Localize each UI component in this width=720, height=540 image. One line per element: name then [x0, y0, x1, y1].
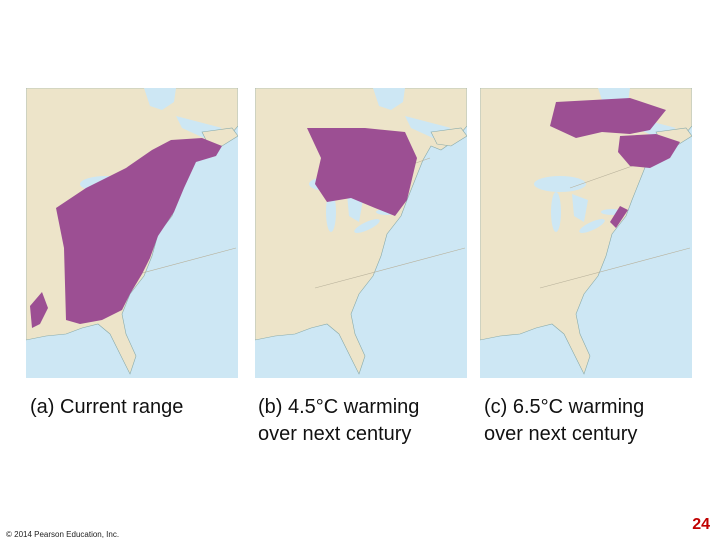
caption-line: (a) Current range [30, 396, 184, 418]
caption: (b) 4.5°C warming over next century [258, 394, 419, 448]
caption-line: (b) 4.5°C warming [258, 396, 420, 418]
range [30, 292, 48, 328]
caption-line: over next century [484, 423, 638, 445]
caption: (a) Current range [30, 394, 183, 421]
range [550, 98, 666, 138]
map-6-5 [480, 88, 692, 378]
caption: (c) 6.5°C warming over next century [484, 394, 644, 448]
map-4-5 [255, 88, 467, 378]
maps [26, 88, 692, 378]
range [307, 128, 417, 216]
caption-line: over next century [258, 423, 412, 445]
page-number: 24 [692, 516, 710, 533]
range [56, 138, 222, 324]
map-current [26, 88, 238, 378]
copyright: © 2014 Pearson Education, Inc. [6, 530, 120, 539]
caption-line: (c) 6.5°C warming [484, 396, 645, 418]
range [610, 206, 628, 228]
range [618, 134, 680, 168]
